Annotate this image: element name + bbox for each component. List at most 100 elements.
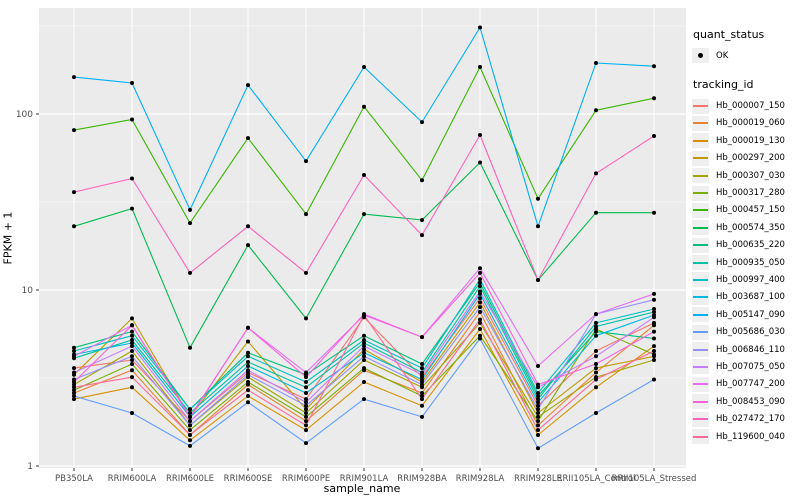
data-point: [130, 117, 134, 122]
data-point: [652, 358, 656, 362]
x-axis-title: sample_name: [323, 482, 401, 495]
data-point: [72, 366, 76, 371]
point-marker-icon: [698, 53, 703, 59]
data-point: [188, 443, 192, 448]
data-point: [362, 333, 366, 338]
data-point: [362, 354, 366, 359]
data-point: [130, 358, 134, 362]
data-point: [420, 403, 424, 408]
data-point: [246, 325, 250, 330]
legend-item-Hb_000457_150: Hb_000457_150: [692, 202, 798, 219]
data-point: [246, 224, 250, 229]
legend-item-Hb_027472_170: Hb_027472_170: [692, 410, 798, 427]
legend-key-swatch: [692, 237, 709, 253]
legend-key-swatch: [692, 185, 709, 201]
legend-item-label: Hb_000935_050: [716, 257, 785, 268]
data-point: [594, 210, 598, 215]
data-point: [188, 207, 192, 212]
legend: quant_status OK tracking_id Hb_000007_15…: [692, 28, 798, 445]
data-point: [594, 377, 598, 382]
data-point: [304, 423, 308, 428]
x-tick-label: RRIM928LE: [514, 474, 562, 484]
legend-item-Hb_007075_050: Hb_007075_050: [692, 358, 798, 375]
x-tick-label: RRIM600SE: [224, 474, 273, 484]
legend-quant-status-title: quant_status: [693, 28, 765, 41]
legend-item-Hb_000935_050: Hb_000935_050: [692, 254, 798, 271]
data-point: [594, 108, 598, 113]
data-point: [652, 96, 656, 101]
legend-key-swatch: [692, 394, 709, 410]
data-point: [594, 362, 598, 366]
data-point: [304, 212, 308, 217]
data-point: [536, 433, 540, 437]
data-point: [72, 345, 76, 350]
legend-item-Hb_003687_100: Hb_003687_100: [692, 289, 798, 306]
data-point: [478, 133, 482, 137]
legend-key-swatch: [692, 429, 709, 444]
legend-line-icon: [693, 365, 708, 368]
data-point: [246, 388, 250, 393]
data-point: [246, 83, 250, 88]
data-point: [594, 385, 598, 390]
data-point: [420, 397, 424, 402]
legend-item-label: Hb_003687_100: [716, 292, 785, 303]
legend-item-label: Hb_000019_060: [716, 118, 785, 129]
data-point: [536, 224, 540, 229]
data-point: [304, 159, 308, 164]
data-point: [536, 403, 540, 408]
legend-key-swatch: [692, 150, 709, 166]
data-point: [72, 190, 76, 195]
legend-item-Hb_005686_030: Hb_005686_030: [692, 323, 798, 340]
data-point: [362, 366, 366, 371]
x-tick-label: RRIM600PE: [282, 474, 330, 484]
data-point: [72, 388, 76, 393]
data-point: [130, 362, 134, 366]
legend-key-swatch: [692, 168, 709, 184]
data-point: [304, 403, 308, 408]
legend-item-label: Hb_119600_040: [716, 431, 785, 442]
data-point: [652, 297, 656, 302]
x-tick-label: RRII105LA_Stressed: [612, 474, 697, 484]
legend-line-icon: [693, 105, 708, 108]
data-point: [188, 345, 192, 350]
data-point: [594, 312, 598, 317]
legend-tracking-id: tracking_id Hb_000007_150 Hb_000019_060 Hb…: [692, 78, 798, 445]
data-point: [478, 266, 482, 271]
legend-line-icon: [693, 400, 708, 403]
data-point: [478, 317, 482, 322]
data-point: [536, 400, 540, 405]
legend-line-icon: [693, 139, 708, 142]
data-point: [130, 329, 134, 334]
data-point: [478, 296, 482, 301]
data-point: [304, 428, 308, 433]
data-point: [362, 344, 366, 349]
data-point: [304, 380, 308, 384]
legend-item-label: Hb_006846_110: [716, 344, 785, 355]
data-point: [72, 349, 76, 353]
data-point: [188, 423, 192, 428]
data-point: [536, 394, 540, 398]
data-point: [362, 65, 366, 69]
data-point: [362, 397, 366, 402]
data-point: [420, 233, 424, 238]
legend-line-icon: [693, 296, 708, 299]
data-point: [188, 411, 192, 415]
data-point: [652, 291, 656, 296]
x-tick-label: RRIM928LA: [456, 474, 505, 484]
data-point: [652, 64, 656, 69]
data-point: [188, 221, 192, 226]
data-point: [130, 176, 134, 181]
legend-item-label: Hb_000307_030: [716, 170, 785, 181]
legend-line-icon: [693, 244, 708, 247]
data-point: [478, 284, 482, 289]
data-point: [594, 171, 598, 176]
data-point: [246, 400, 250, 405]
data-point: [130, 344, 134, 349]
data-point: [652, 336, 656, 341]
legend-item-Hb_000297_200: Hb_000297_200: [692, 150, 798, 167]
data-point: [246, 360, 250, 364]
data-point: [72, 75, 76, 80]
y-axis-title: FPKM + 1: [1, 211, 15, 265]
legend-item-Hb_006846_110: Hb_006846_110: [692, 341, 798, 358]
data-point: [246, 136, 250, 141]
